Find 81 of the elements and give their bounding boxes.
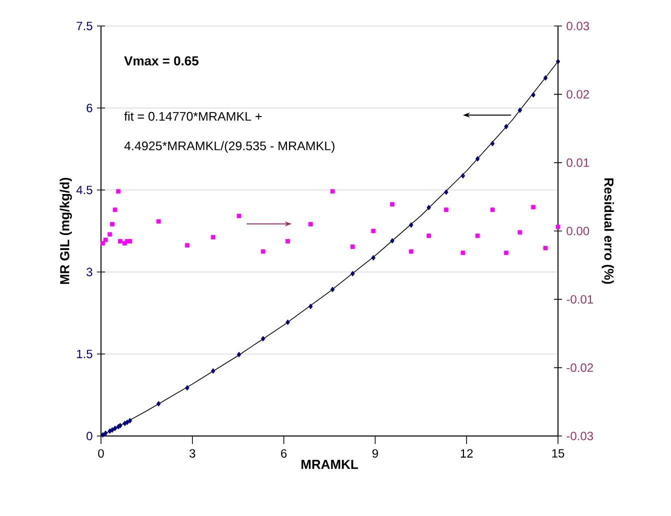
y2-tick-label: -0.01 [566,295,593,304]
point [531,204,536,210]
x-tick-label: 0 [98,449,104,458]
y-tick-label: 1.5 [77,350,92,358]
point [460,173,466,179]
point [426,204,431,210]
y2-tick-label: -0.03 [566,432,594,440]
point [490,208,495,212]
point [330,286,335,292]
point [128,239,132,244]
point [103,430,108,436]
y-tick-label: 4.5 [76,186,92,194]
point [350,244,355,249]
point [210,234,216,240]
y-tick-label: 7.5 [76,22,92,30]
annotation: fit = 0.14770*MRAMKL + [124,112,262,121]
point [444,189,448,195]
point [543,246,548,250]
y2-tick-label: 0.02 [566,90,589,99]
point [504,124,508,130]
point [426,234,432,238]
point [125,420,130,426]
point [390,238,394,244]
y-tick-label: 0 [86,432,92,440]
point [185,243,190,248]
point [556,224,560,230]
y-tick-label: 6 [86,104,92,112]
point [210,368,216,374]
x-tick-label: 15 [552,449,564,458]
point [308,304,313,310]
y-tick-label: 3 [86,268,92,276]
y2-axis-title: Residual erro (%) [602,178,614,284]
x-tick-label: 3 [190,449,196,458]
x-tick-label: 12 [460,449,473,458]
point [409,222,414,228]
x-axis-title: MRAMKL [301,460,358,469]
point [531,92,536,98]
x-tick-label: 9 [372,449,378,458]
y2-tick-label: 0.00 [566,226,590,236]
point [156,400,161,407]
point [475,156,480,162]
y2-tick-label: 0.03 [566,22,590,30]
point [286,239,290,244]
y-axis-title: MR GIL (mg/kg/d) [60,178,72,284]
point [236,352,242,358]
point [128,418,132,424]
point [236,214,242,218]
y2-tick-label: -0.02 [566,363,593,372]
point [156,219,161,224]
point [118,239,122,244]
point [100,241,106,246]
point [260,249,266,254]
point [350,270,355,276]
point [371,228,376,234]
point [518,107,522,113]
point [112,426,118,432]
point [108,232,112,237]
x-tick-label: 6 [281,449,287,458]
point [444,208,448,212]
point [330,189,335,194]
point [490,140,495,146]
point [103,238,108,242]
point [390,202,394,207]
point [286,320,290,326]
point [518,230,522,235]
annotation: Vmax = 0.65 [124,56,198,66]
y2-tick-label: 0.01 [566,158,589,167]
point [371,255,376,261]
point [116,189,121,194]
point [110,427,114,433]
annotation: 4.4925*MRAMKL/(29.535 - MRAMKL) [124,141,334,153]
point [112,208,118,212]
point [475,234,480,238]
point [408,249,414,254]
point [543,75,548,81]
point [110,222,114,226]
point [460,250,466,256]
point [185,385,190,391]
point [260,336,266,342]
point [308,222,313,226]
point [504,250,508,256]
